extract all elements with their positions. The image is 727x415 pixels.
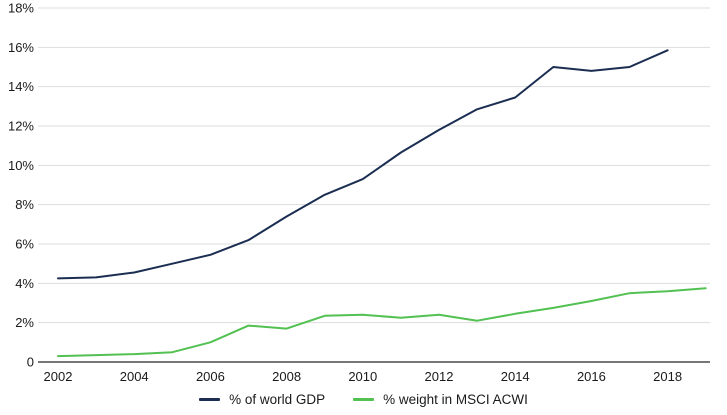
- x-tick-label: 2006: [196, 369, 225, 384]
- x-tick-label: 2002: [44, 369, 73, 384]
- x-tick-label: 2010: [348, 369, 377, 384]
- series-line-world-gdp: [57, 49, 669, 280]
- y-tick-label: 6%: [15, 236, 34, 251]
- x-tick-label: 2012: [425, 369, 454, 384]
- y-tick-label: 4%: [15, 276, 34, 291]
- x-tick-label: 2004: [120, 369, 149, 384]
- legend-label: % of world GDP: [229, 392, 326, 407]
- y-tick-label: 12%: [8, 118, 34, 133]
- y-tick-label: 10%: [8, 158, 34, 173]
- x-tick-label: 2014: [501, 369, 530, 384]
- legend-swatch-icon: [353, 398, 375, 401]
- y-tick-label: 14%: [8, 79, 34, 94]
- x-tick-label: 2008: [272, 369, 301, 384]
- chart-legend: % of world GDP % weight in MSCI ACWI: [0, 392, 727, 407]
- legend-item: % of world GDP: [199, 392, 325, 407]
- y-tick-label: 18%: [8, 0, 34, 15]
- y-tick-label: 16%: [8, 40, 34, 55]
- legend-swatch-icon: [199, 398, 221, 401]
- series-line-msci-acwi: [57, 287, 707, 358]
- x-tick-label: 2016: [577, 369, 606, 384]
- y-tick-label: 0: [27, 355, 34, 370]
- y-tick-label: 2%: [15, 315, 34, 330]
- x-tick-label: 2018: [653, 369, 682, 384]
- legend-item: % weight in MSCI ACWI: [353, 392, 528, 407]
- y-tick-label: 8%: [15, 197, 34, 212]
- legend-label: % weight in MSCI ACWI: [383, 392, 528, 407]
